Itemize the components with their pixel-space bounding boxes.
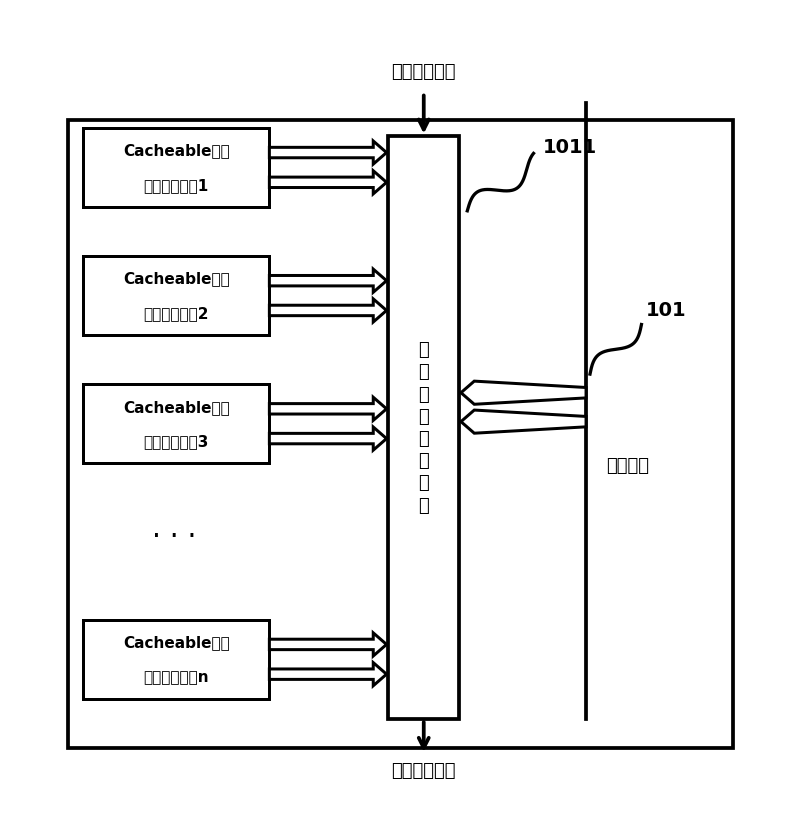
- Text: 地
址
比
较
逻
辑
模
块: 地 址 比 较 逻 辑 模 块: [418, 342, 429, 514]
- Text: 比较使能信号: 比较使能信号: [391, 63, 456, 81]
- Polygon shape: [270, 141, 386, 164]
- Bar: [83, 256, 270, 335]
- Polygon shape: [270, 663, 386, 686]
- Text: 空间寄存器组1: 空间寄存器组1: [144, 178, 209, 193]
- Polygon shape: [461, 410, 586, 433]
- Bar: [67, 120, 733, 748]
- Text: · · ·: · · ·: [152, 524, 197, 551]
- Text: 空间寄存器组n: 空间寄存器组n: [143, 670, 209, 685]
- Text: 空间寄存器组3: 空间寄存器组3: [144, 434, 209, 449]
- Polygon shape: [270, 397, 386, 420]
- Text: 空间寄存器组2: 空间寄存器组2: [144, 306, 209, 321]
- Polygon shape: [270, 269, 386, 292]
- Text: 监听命中信号: 监听命中信号: [391, 762, 456, 780]
- Text: 访存地址: 访存地址: [606, 457, 649, 475]
- Polygon shape: [270, 427, 386, 450]
- Text: Cacheable地址: Cacheable地址: [123, 635, 230, 650]
- Polygon shape: [270, 299, 386, 322]
- Polygon shape: [461, 381, 586, 404]
- Text: 101: 101: [646, 301, 686, 321]
- Bar: [83, 128, 270, 207]
- Bar: [388, 136, 459, 719]
- Polygon shape: [270, 170, 386, 194]
- Polygon shape: [270, 633, 386, 656]
- Bar: [83, 384, 270, 463]
- Text: Cacheable地址: Cacheable地址: [123, 144, 230, 159]
- Text: 1011: 1011: [542, 138, 597, 157]
- Text: Cacheable地址: Cacheable地址: [123, 271, 230, 286]
- Bar: [83, 620, 270, 699]
- Text: Cacheable地址: Cacheable地址: [123, 400, 230, 415]
